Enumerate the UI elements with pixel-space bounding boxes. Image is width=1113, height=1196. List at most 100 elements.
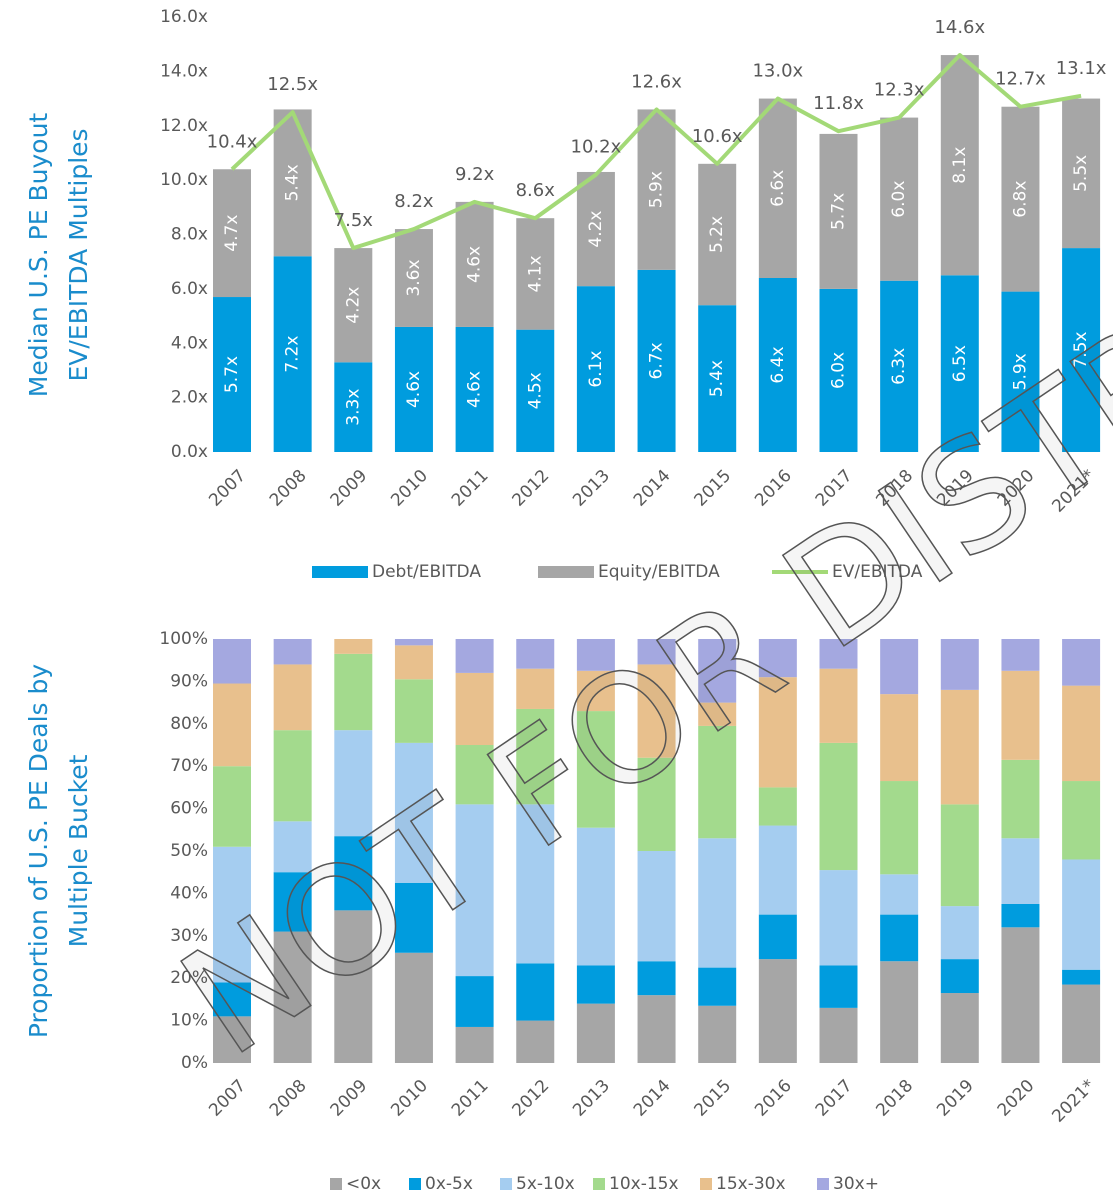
data-label: 6.6x — [768, 170, 788, 207]
bar-segment — [880, 280, 919, 452]
x-tick-label: 2007 — [205, 466, 250, 511]
bar-segment — [273, 664, 312, 731]
bar-segment — [576, 286, 615, 452]
y-tick-label: 30% — [170, 926, 208, 946]
data-label: 6.0x — [829, 352, 849, 389]
bar-segment — [576, 171, 615, 287]
bar-segment — [940, 275, 979, 452]
data-label: 7.2x — [283, 336, 303, 373]
bar-segment — [880, 914, 919, 962]
bar-segment — [213, 766, 251, 847]
y-axis-label: EV/EBITDA Multiples — [64, 128, 93, 381]
bar-segment — [758, 787, 797, 826]
x-tick-label: 2020 — [994, 1076, 1039, 1121]
data-label: 5.4x — [707, 360, 727, 397]
bar-segment — [1062, 639, 1101, 686]
bar-segment — [819, 288, 858, 452]
bar-segment — [576, 827, 615, 966]
bar-segment — [455, 639, 494, 673]
data-label: 6.4x — [768, 346, 788, 383]
data-label: 5.7x — [829, 193, 849, 230]
x-tick-label: 2014 — [630, 1076, 675, 1121]
x-tick-label: 2008 — [266, 466, 311, 511]
bar-segment — [758, 677, 797, 788]
bar-segment — [455, 745, 494, 805]
bar-segment — [455, 326, 494, 452]
bar-segment — [698, 1005, 737, 1063]
bar-segment — [940, 906, 979, 960]
bar-segment — [819, 870, 858, 966]
bar-segment — [1001, 927, 1040, 1063]
data-label: 5.2x — [707, 216, 727, 253]
legend-label: 30x+ — [833, 1174, 879, 1194]
y-tick-label: 2.0x — [171, 388, 208, 408]
bar-segment — [1001, 670, 1040, 760]
x-tick-label: 2012 — [509, 466, 554, 511]
bar-segment — [1062, 248, 1101, 452]
bar-segment — [819, 668, 858, 743]
bar-segment — [1001, 291, 1040, 452]
bar-segment — [1062, 685, 1101, 782]
y-tick-label: 10% — [170, 1011, 208, 1031]
bar-segment — [516, 963, 555, 1021]
bar-segment — [273, 639, 312, 665]
y-tick-label: 14.0x — [160, 61, 208, 81]
x-tick-label: 2013 — [569, 466, 614, 511]
bar-segment — [516, 668, 555, 709]
y-tick-label: 50% — [170, 841, 208, 861]
bar-segment — [273, 872, 312, 932]
y-tick-label: 80% — [170, 714, 208, 734]
bar-segment — [698, 702, 737, 726]
y-tick-label: 60% — [170, 799, 208, 819]
data-label: 7.5x — [1071, 331, 1091, 368]
legend-swatch — [330, 1178, 342, 1190]
bar-segment — [758, 914, 797, 960]
x-tick-label: 2008 — [266, 1076, 311, 1121]
data-label: 11.8x — [813, 93, 864, 114]
bar-segment — [880, 694, 919, 782]
bar-segment — [637, 851, 676, 962]
data-label: 9.2x — [455, 164, 495, 185]
legend-swatch — [409, 1178, 421, 1190]
bar-segment — [334, 910, 373, 1063]
bar-segment — [576, 711, 615, 828]
bar-segment — [637, 664, 676, 758]
bar-segment — [940, 639, 979, 690]
data-label: 4.2x — [586, 211, 606, 248]
data-label: 3.3x — [343, 389, 363, 426]
bar-segment — [213, 1016, 251, 1063]
x-tick-label: 2014 — [630, 466, 675, 511]
bar-segment — [880, 117, 919, 281]
bar-segment — [455, 804, 494, 977]
bar-segment — [940, 993, 979, 1063]
x-tick-label: 2017 — [812, 1076, 857, 1121]
legend-label: 15x-30x — [716, 1174, 786, 1194]
data-label: 4.5x — [525, 372, 545, 409]
bar-segment — [455, 1026, 494, 1063]
bar-segment — [1001, 639, 1040, 671]
data-label: 4.6x — [404, 371, 424, 408]
legend-swatch — [500, 1178, 512, 1190]
legend-swatch — [817, 1178, 829, 1190]
bar-segment — [940, 55, 979, 276]
x-tick-label: 2015 — [690, 466, 735, 511]
data-label: 6.5x — [950, 345, 970, 382]
bar-segment — [1001, 838, 1040, 904]
bar-segment — [394, 882, 433, 953]
x-tick-label: 2011 — [448, 466, 493, 511]
data-label: 12.3x — [874, 80, 925, 101]
bar-segment — [758, 639, 797, 678]
data-label: 6.0x — [889, 181, 909, 218]
bar-segment — [819, 742, 858, 871]
bar-segment — [637, 269, 676, 452]
bar-segment — [698, 163, 737, 306]
data-label: 10.2x — [571, 137, 622, 158]
bar-segment — [880, 639, 919, 695]
bar-segment — [1001, 904, 1040, 928]
data-label: 13.0x — [752, 61, 803, 82]
data-label: 6.7x — [647, 342, 667, 379]
bar-segment — [1062, 859, 1101, 970]
bar-segment — [394, 326, 433, 452]
bar-segment — [576, 965, 615, 1004]
bar-segment — [819, 133, 858, 289]
